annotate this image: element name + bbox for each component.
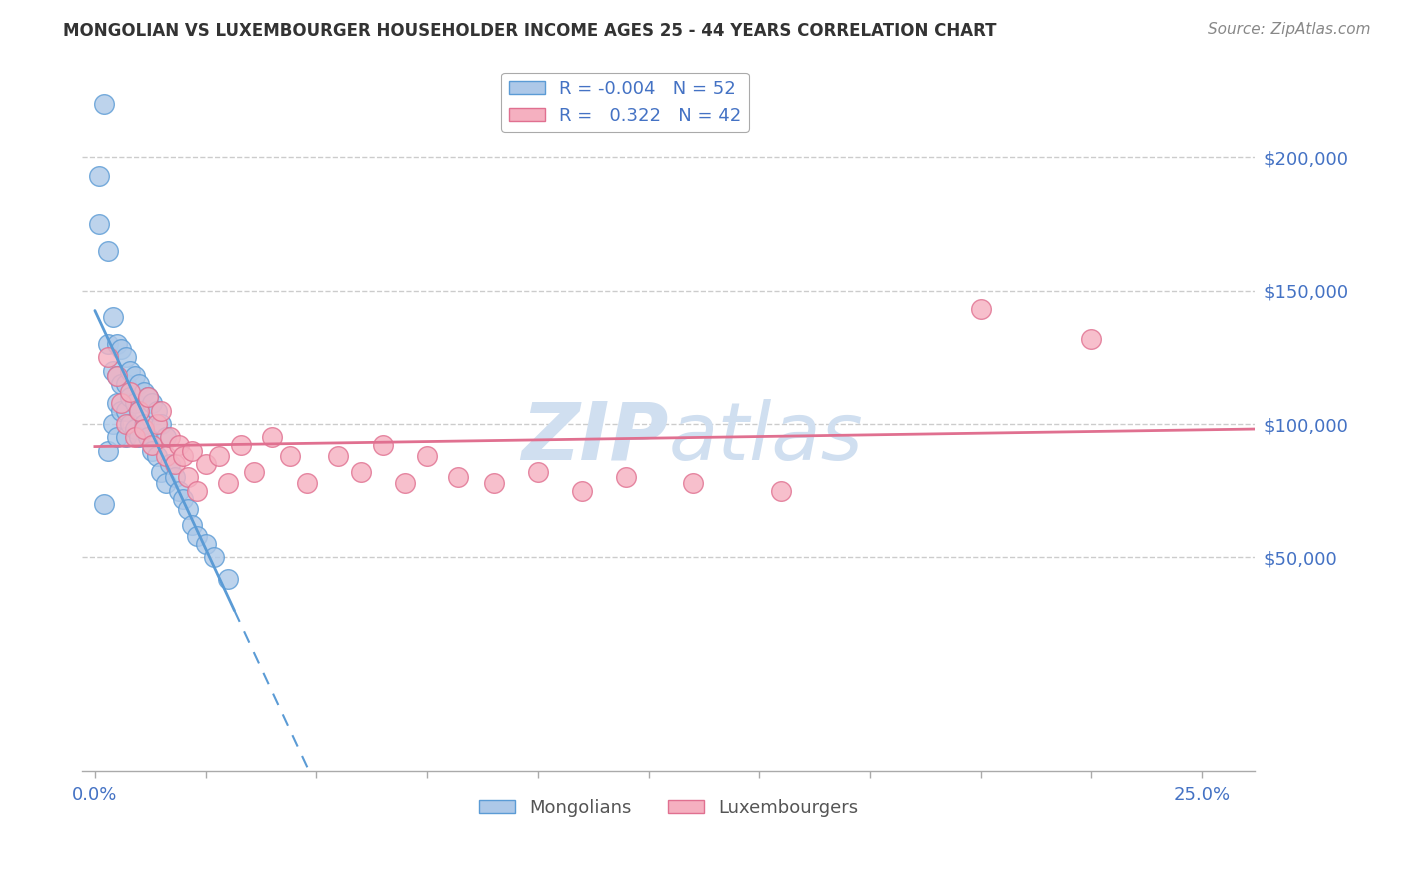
Point — [970, 302, 993, 317]
Point — [146, 417, 169, 431]
Point — [150, 417, 173, 431]
Point — [186, 483, 208, 498]
Point — [229, 438, 252, 452]
Point — [128, 377, 150, 392]
Legend: Mongolians, Luxembourgers: Mongolians, Luxembourgers — [471, 791, 866, 824]
Point — [132, 385, 155, 400]
Point — [93, 497, 115, 511]
Text: atlas: atlas — [668, 399, 863, 477]
Point — [97, 244, 120, 258]
Point — [110, 403, 132, 417]
Point — [128, 403, 150, 417]
Point — [115, 403, 138, 417]
Point — [150, 403, 173, 417]
Point — [120, 417, 142, 431]
Point — [186, 529, 208, 543]
Point — [136, 391, 159, 405]
Point — [155, 475, 177, 490]
Point — [136, 391, 159, 405]
Point — [770, 483, 793, 498]
Point — [181, 518, 204, 533]
Point — [132, 417, 155, 431]
Point — [101, 310, 124, 325]
Point — [132, 422, 155, 436]
Point — [120, 364, 142, 378]
Point — [115, 377, 138, 392]
Point — [146, 449, 169, 463]
Point — [155, 430, 177, 444]
Point — [101, 364, 124, 378]
Point — [105, 369, 128, 384]
Point — [120, 391, 142, 405]
Point — [136, 430, 159, 444]
Point — [141, 443, 163, 458]
Text: ZIP: ZIP — [522, 399, 668, 477]
Point — [150, 465, 173, 479]
Point — [105, 369, 128, 384]
Point — [177, 502, 200, 516]
Point — [93, 97, 115, 112]
Point — [194, 537, 217, 551]
Point — [141, 395, 163, 409]
Point — [128, 430, 150, 444]
Point — [167, 438, 190, 452]
Point — [89, 169, 111, 183]
Point — [141, 438, 163, 452]
Point — [115, 351, 138, 365]
Point — [278, 449, 301, 463]
Point — [97, 443, 120, 458]
Point — [447, 470, 470, 484]
Point — [177, 470, 200, 484]
Point — [128, 403, 150, 417]
Point — [105, 430, 128, 444]
Point — [328, 449, 350, 463]
Point — [101, 417, 124, 431]
Point — [163, 470, 186, 484]
Point — [124, 369, 146, 384]
Point — [217, 572, 239, 586]
Point — [217, 475, 239, 490]
Point — [146, 403, 169, 417]
Point — [482, 475, 505, 490]
Point — [97, 351, 120, 365]
Point — [394, 475, 416, 490]
Point — [204, 550, 226, 565]
Text: Source: ZipAtlas.com: Source: ZipAtlas.com — [1208, 22, 1371, 37]
Point — [416, 449, 439, 463]
Point — [208, 449, 231, 463]
Point — [159, 430, 181, 444]
Point — [371, 438, 394, 452]
Point — [97, 337, 120, 351]
Point — [172, 449, 194, 463]
Point — [181, 443, 204, 458]
Point — [124, 422, 146, 436]
Point — [115, 430, 138, 444]
Point — [105, 337, 128, 351]
Point — [110, 395, 132, 409]
Point — [616, 470, 638, 484]
Point — [167, 483, 190, 498]
Point — [120, 385, 142, 400]
Point — [124, 395, 146, 409]
Point — [110, 377, 132, 392]
Point — [527, 465, 550, 479]
Point — [159, 457, 181, 471]
Point — [124, 430, 146, 444]
Point — [682, 475, 704, 490]
Point — [571, 483, 593, 498]
Point — [172, 491, 194, 506]
Point — [260, 430, 283, 444]
Point — [163, 457, 186, 471]
Point — [297, 475, 319, 490]
Point — [89, 217, 111, 231]
Point — [110, 343, 132, 357]
Point — [105, 395, 128, 409]
Point — [350, 465, 373, 479]
Point — [1080, 332, 1102, 346]
Point — [155, 449, 177, 463]
Text: MONGOLIAN VS LUXEMBOURGER HOUSEHOLDER INCOME AGES 25 - 44 YEARS CORRELATION CHAR: MONGOLIAN VS LUXEMBOURGER HOUSEHOLDER IN… — [63, 22, 997, 40]
Point — [194, 457, 217, 471]
Point — [243, 465, 266, 479]
Point — [115, 417, 138, 431]
